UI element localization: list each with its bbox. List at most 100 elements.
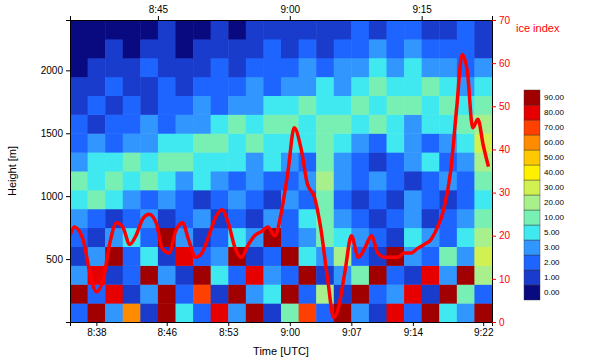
- heat-cell: [334, 39, 352, 58]
- colorbar-box: [524, 150, 540, 165]
- heat-cell: [299, 58, 317, 77]
- heat-cell: [176, 114, 194, 133]
- heat-cell: [193, 20, 211, 39]
- heat-cell: [211, 133, 229, 152]
- heat-cell: [422, 247, 440, 266]
- tick: 9:07: [342, 322, 362, 338]
- colorbar-box: [524, 135, 540, 150]
- heat-cell: [158, 77, 176, 96]
- tick-label: 9:00: [281, 4, 301, 15]
- heat-cell: [246, 247, 264, 266]
- tick: 30: [492, 187, 511, 198]
- tick-mark: [96, 322, 97, 326]
- heat-cell: [158, 39, 176, 58]
- heat-cell: [158, 114, 176, 133]
- heat-cell: [281, 77, 299, 96]
- heat-cell: [70, 114, 88, 133]
- heat-cell: [474, 284, 492, 303]
- heat-cell: [474, 190, 492, 209]
- y2-axis: 010203040506070: [492, 15, 511, 328]
- tick-mark: [492, 63, 496, 64]
- tick-label: 10: [499, 274, 511, 285]
- heat-cell: [211, 228, 229, 247]
- heat-cell: [387, 96, 405, 115]
- heat-cell: [351, 20, 369, 39]
- heat-cell: [105, 39, 123, 58]
- heat-cell: [140, 133, 158, 152]
- heat-cell: [211, 96, 229, 115]
- tick-label: 30: [499, 187, 511, 198]
- tick-label: 9:14: [404, 327, 424, 338]
- heat-cell: [88, 58, 106, 77]
- tick-mark: [492, 236, 496, 237]
- heat-cell: [351, 152, 369, 171]
- heat-cell: [334, 133, 352, 152]
- heat-cell: [457, 152, 475, 171]
- heat-cell: [211, 265, 229, 284]
- tick: 2000: [41, 65, 70, 76]
- heat-cell: [123, 20, 141, 39]
- heat-cell: [299, 228, 317, 247]
- heat-cell: [439, 284, 457, 303]
- heat-cell: [299, 39, 317, 58]
- heat-cell: [422, 77, 440, 96]
- heat-cell: [404, 265, 422, 284]
- heat-cell: [404, 303, 422, 322]
- heat-cell: [387, 39, 405, 58]
- tick: 70: [492, 15, 511, 26]
- heat-cell: [211, 114, 229, 133]
- heat-cell: [299, 303, 317, 322]
- colorbar-label: 1.00: [544, 273, 560, 282]
- heat-cell: [334, 171, 352, 190]
- heat-cell: [140, 247, 158, 266]
- colorbar-label: 2.00: [544, 258, 560, 267]
- heat-cell: [176, 152, 194, 171]
- heat-cell: [351, 303, 369, 322]
- heat-cell: [228, 284, 246, 303]
- heat-cell: [88, 77, 106, 96]
- heat-cell: [246, 96, 264, 115]
- chart: 8:388:468:539:009:079:149:228:459:009:15…: [0, 0, 596, 362]
- heat-cell: [158, 20, 176, 39]
- heat-cell: [211, 20, 229, 39]
- colorbar-box: [524, 90, 540, 105]
- heat-cell: [404, 171, 422, 190]
- colorbar-label: 30.00: [544, 183, 565, 192]
- heat-cell: [193, 58, 211, 77]
- heat-cell: [70, 171, 88, 190]
- heat-cell: [228, 58, 246, 77]
- heat-cell: [246, 209, 264, 228]
- heat-cell: [334, 20, 352, 39]
- colorbar-box: [524, 255, 540, 270]
- heat-cell: [422, 284, 440, 303]
- heat-cell: [193, 284, 211, 303]
- colorbar-box: [524, 180, 540, 195]
- heat-cell: [387, 303, 405, 322]
- heat-cell: [457, 20, 475, 39]
- heat-cell: [140, 58, 158, 77]
- heat-cell: [158, 209, 176, 228]
- heat-cell: [88, 171, 106, 190]
- tick: 8:46: [157, 322, 177, 338]
- heat-cell: [474, 77, 492, 96]
- heat-cell: [404, 96, 422, 115]
- heat-cell: [88, 20, 106, 39]
- heat-cell: [123, 96, 141, 115]
- heat-cell: [211, 284, 229, 303]
- tick-mark: [228, 322, 229, 326]
- heat-cell: [457, 228, 475, 247]
- heat-cell: [140, 284, 158, 303]
- heat-cell: [211, 247, 229, 266]
- colorbar-box: [524, 225, 540, 240]
- heat-cell: [334, 58, 352, 77]
- heat-cell: [246, 190, 264, 209]
- heat-cell: [88, 114, 106, 133]
- heat-cell: [70, 209, 88, 228]
- heat-cell: [316, 114, 334, 133]
- heat-cell: [70, 96, 88, 115]
- heat-cell: [88, 209, 106, 228]
- heat-cell: [158, 247, 176, 266]
- heat-cell: [351, 114, 369, 133]
- colorbar-label: 0.00: [544, 288, 560, 297]
- colorbar-label: 50.00: [544, 153, 565, 162]
